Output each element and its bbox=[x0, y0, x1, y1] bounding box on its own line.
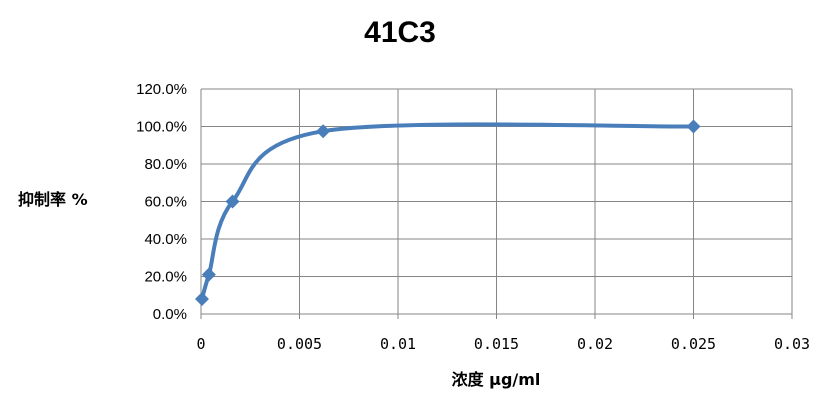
x-tick-label: 0.01 bbox=[380, 335, 416, 353]
y-tick-label: 80.0% bbox=[144, 156, 187, 173]
x-tick-label: 0.005 bbox=[277, 335, 322, 353]
series-line bbox=[199, 122, 696, 301]
x-tick-label: 0.025 bbox=[671, 335, 716, 353]
y-tick-label: 20.0% bbox=[144, 269, 187, 286]
y-axis-ticks: 0.0% 20.0% 40.0% 60.0% 80.0% 100.0% 120.0% bbox=[136, 81, 187, 323]
data-point-marker bbox=[201, 267, 216, 282]
chart-title: 41C3 bbox=[364, 16, 436, 49]
x-tick-label: 0.02 bbox=[577, 335, 613, 353]
x-tick-label: 0.015 bbox=[474, 335, 519, 353]
data-point-marker bbox=[316, 124, 331, 139]
series bbox=[194, 119, 701, 306]
data-point-marker bbox=[194, 292, 209, 306]
y-tick-label: 120.0% bbox=[136, 81, 187, 98]
data-point-marker bbox=[225, 194, 240, 209]
x-tick-label: 0.03 bbox=[774, 335, 810, 353]
data-point-marker bbox=[686, 119, 701, 134]
y-axis-label: 抑制率 % bbox=[18, 190, 88, 209]
y-tick-label: 40.0% bbox=[144, 231, 187, 248]
y-tick-label: 60.0% bbox=[144, 194, 187, 211]
y-tick-label: 100.0% bbox=[136, 119, 187, 136]
y-tick-label: 0.0% bbox=[153, 306, 187, 323]
x-axis-label: 浓度 μg/ml bbox=[452, 370, 541, 389]
x-axis-ticks: 0 0.005 0.01 0.015 0.02 0.025 0.03 bbox=[196, 335, 810, 353]
x-tick-label: 0 bbox=[196, 335, 205, 353]
